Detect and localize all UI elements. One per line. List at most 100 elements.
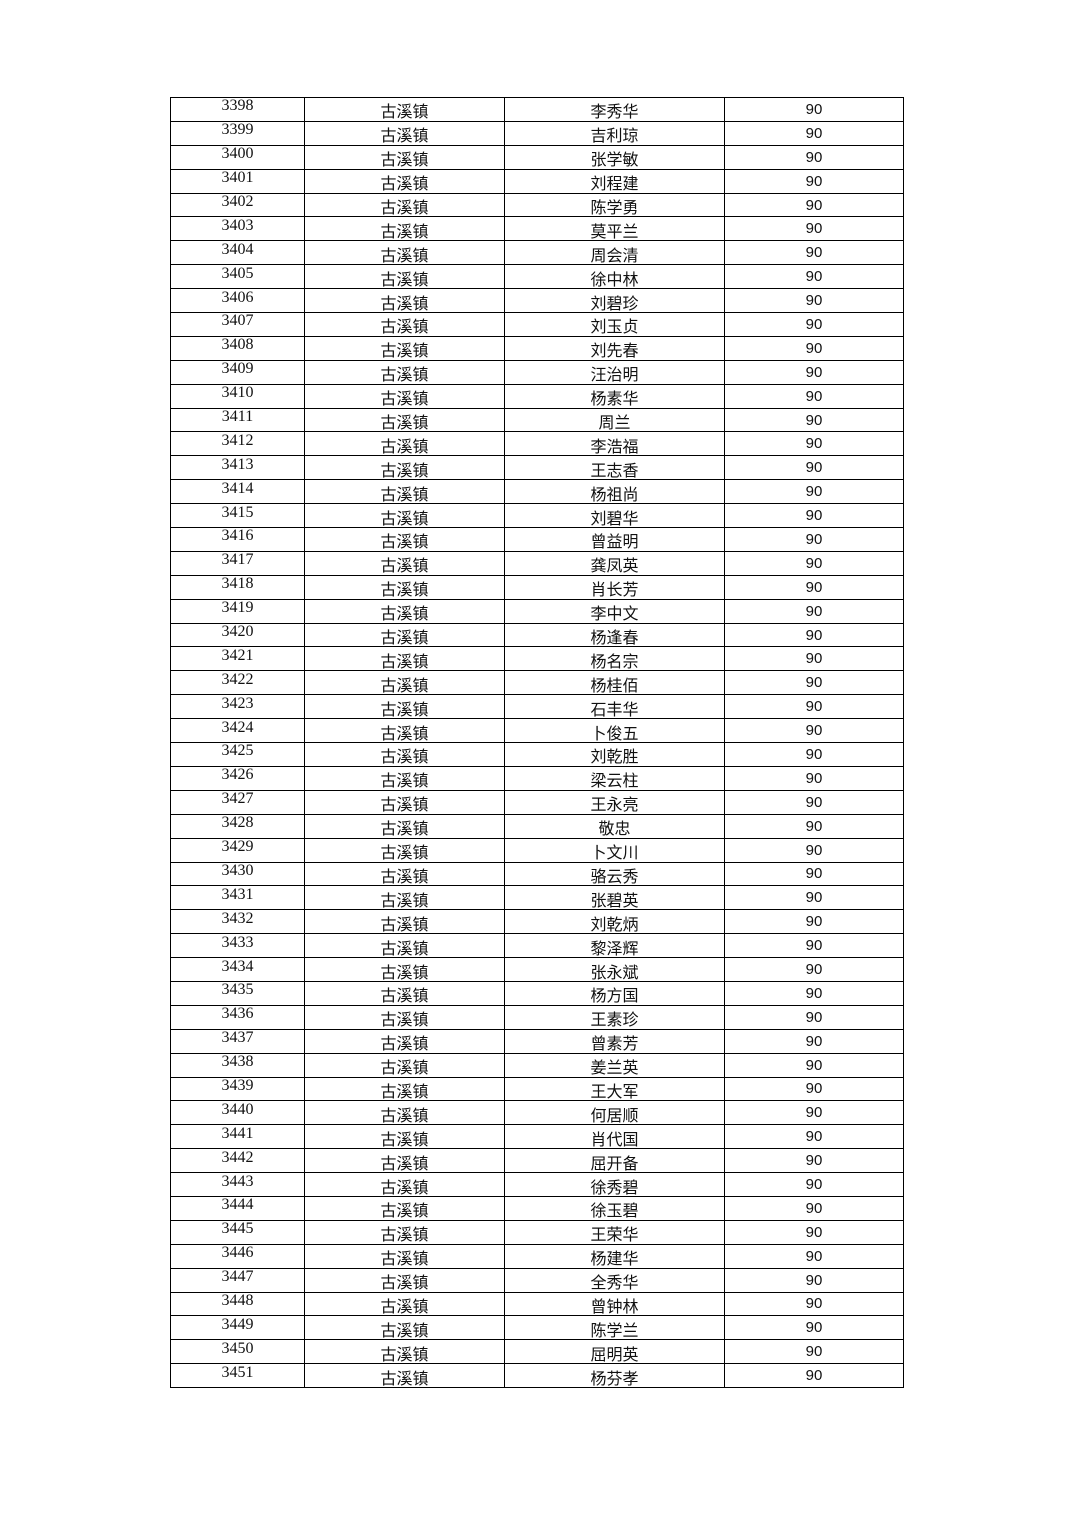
row-number: 3450 [170,1339,305,1365]
name-cell-text: 张学敏 [590,150,639,170]
table-row: 3405 古溪镇 徐中林 90 [170,264,904,290]
table-row: 3430 古溪镇 骆云秀 90 [170,861,904,887]
score-cell: 90 [724,1219,904,1245]
score-cell: 90 [724,240,904,266]
name-cell: 杨建华 [504,1243,725,1269]
row-number: 3401 [170,168,305,194]
name-cell: 卜俊五 [504,718,725,744]
name-cell: 刘玉贞 [504,312,725,337]
town-cell: 古溪镇 [304,1004,505,1030]
town-cell: 古溪镇 [304,1172,505,1197]
row-number: 3415 [170,503,305,529]
town-cell-text: 古溪镇 [380,1058,429,1078]
table-row: 3399 古溪镇 吉利琼 90 [170,120,904,146]
town-cell-text: 古溪镇 [380,1344,429,1364]
row-number: 3430 [170,861,305,887]
name-cell: 杨逢春 [504,622,725,648]
town-cell: 古溪镇 [304,431,505,457]
score-cell: 90 [724,359,904,385]
town-cell-text: 古溪镇 [380,532,429,552]
table-row: 3425 古溪镇 刘乾胜 90 [170,742,904,767]
town-cell-text: 古溪镇 [380,365,429,385]
name-cell-text: 莫平兰 [590,221,639,241]
row-number: 3441 [170,1124,305,1150]
table-row: 3424 古溪镇 卜俊五 90 [170,718,904,744]
row-number: 3426 [170,765,305,791]
table-row: 3450 古溪镇 屈明英 90 [170,1339,904,1365]
table-row: 3432 古溪镇 刘乾炳 90 [170,909,904,935]
score-cell: 90 [724,168,904,194]
row-number: 3411 [170,407,305,433]
table-row: 3421 古溪镇 杨名宗 90 [170,646,904,672]
name-cell-text: 杨建华 [590,1249,639,1269]
name-cell-text: 骆云秀 [590,866,639,886]
score-cell: 90 [724,646,904,672]
score-cell: 90 [724,1243,904,1269]
score-cell-text: 90 [805,722,823,740]
row-number-text: 3409 [221,360,254,378]
score-cell-text: 90 [805,387,823,405]
score-cell-text: 90 [805,1008,823,1026]
name-cell-text: 杨祖尚 [590,484,639,504]
score-cell-text: 90 [805,196,823,214]
name-cell-text: 王志香 [590,460,639,480]
town-cell-text: 古溪镇 [380,1081,429,1101]
table-row: 3404 古溪镇 周会清 90 [170,240,904,266]
town-cell-text: 古溪镇 [380,819,429,839]
name-cell-text: 梁云柱 [590,771,639,791]
table-row: 3419 古溪镇 李中文 90 [170,598,904,624]
row-number-text: 3437 [221,1029,254,1047]
row-number-text: 3418 [221,575,254,593]
score-cell-text: 90 [805,435,823,453]
name-cell: 敬忠 [504,813,725,839]
name-cell: 刘程建 [504,168,725,194]
town-cell: 古溪镇 [304,1267,505,1293]
name-cell-text: 徐中林 [590,269,639,289]
row-number: 3443 [170,1172,305,1197]
score-cell-text: 90 [805,1271,823,1289]
row-number: 3417 [170,550,305,576]
score-cell-text: 90 [805,674,823,692]
row-number: 3400 [170,144,305,170]
name-cell-text: 肖长芳 [590,580,639,600]
name-cell: 曾钟林 [504,1291,725,1317]
score-cell-text: 90 [805,459,823,477]
name-cell: 曾益明 [504,527,725,552]
row-number-text: 3408 [221,336,254,354]
town-cell: 古溪镇 [304,1028,505,1054]
table-row: 3441 古溪镇 肖代国 90 [170,1124,904,1150]
score-cell: 90 [724,1172,904,1197]
score-cell: 90 [724,1339,904,1365]
row-number-text: 3419 [221,599,254,617]
town-cell-text: 古溪镇 [380,317,429,337]
row-number: 3447 [170,1267,305,1293]
name-cell: 张永斌 [504,957,725,982]
row-number: 3434 [170,957,305,982]
row-number: 3410 [170,383,305,409]
score-cell-text: 90 [805,363,823,381]
score-cell: 90 [724,789,904,815]
name-cell: 陈学兰 [504,1315,725,1341]
row-number-text: 3449 [221,1315,254,1333]
town-cell: 古溪镇 [304,1291,505,1317]
score-cell-text: 90 [805,100,823,118]
town-cell: 古溪镇 [304,1363,505,1389]
table-body: 3398 古溪镇 李秀华 90 3399 古溪镇 吉利琼 90 3400 古溪镇 张学敏 90 3401… [170,97,904,1389]
row-number: 3418 [170,574,305,600]
score-cell: 90 [724,97,904,122]
row-number-text: 3400 [221,145,254,163]
name-cell-text: 黎泽辉 [590,938,639,958]
row-number: 3406 [170,288,305,314]
row-number-text: 3427 [221,790,254,808]
table-row: 3420 古溪镇 杨逢春 90 [170,622,904,648]
town-cell: 古溪镇 [304,383,505,409]
row-number-text: 3426 [221,766,254,784]
town-cell-text: 古溪镇 [380,866,429,886]
table-row: 3431 古溪镇 张碧英 90 [170,885,904,911]
score-cell-text: 90 [805,650,823,668]
score-cell: 90 [724,1100,904,1126]
name-cell-text: 曾素芳 [590,1034,639,1054]
table-row: 3451 古溪镇 杨芬孝 90 [170,1363,904,1389]
score-cell-text: 90 [805,1367,823,1385]
name-cell: 肖长芳 [504,574,725,600]
